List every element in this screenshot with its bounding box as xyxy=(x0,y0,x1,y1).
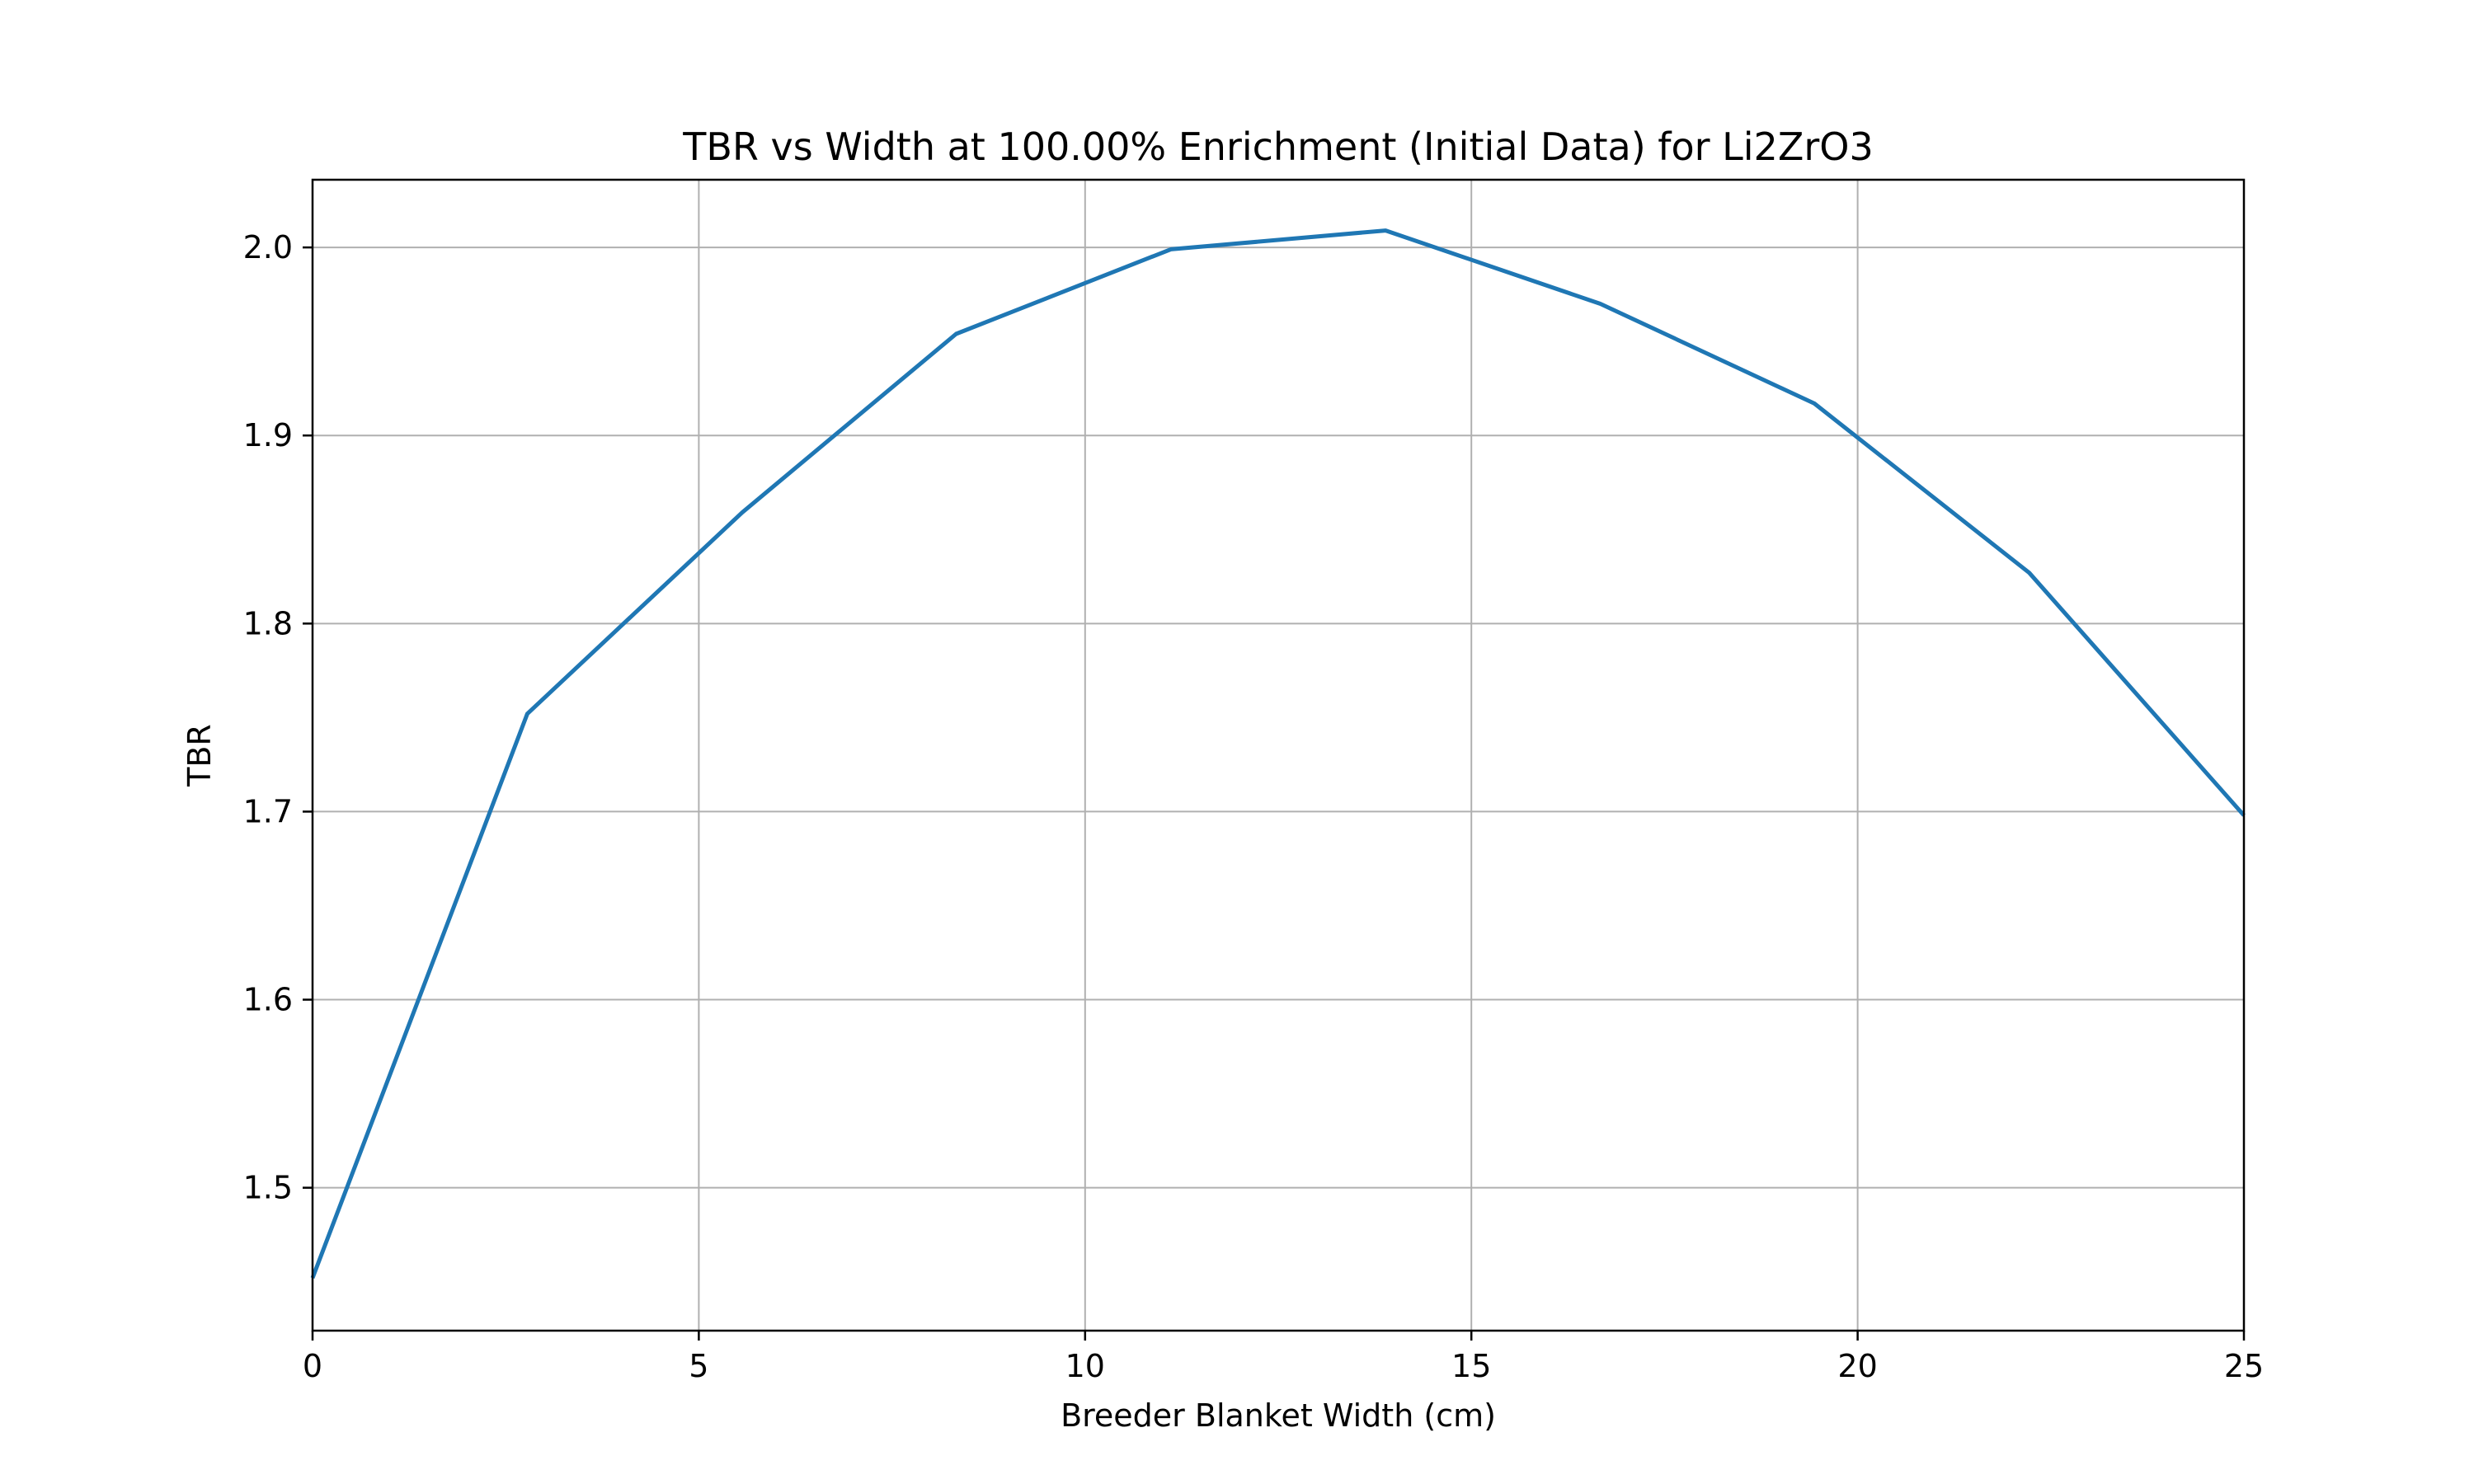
y-tick-label: 1.9 xyxy=(243,417,293,453)
x-tick-label: 0 xyxy=(303,1348,322,1384)
y-tick-label: 1.8 xyxy=(243,605,293,641)
y-axis-label: TBR xyxy=(181,724,218,787)
chart-title: TBR vs Width at 100.00% Enrichment (Init… xyxy=(682,124,1873,169)
y-tick-label: 1.7 xyxy=(243,793,293,829)
x-tick-label: 25 xyxy=(2224,1348,2264,1384)
x-tick-label: 20 xyxy=(1837,1348,1877,1384)
x-tick-label: 15 xyxy=(1451,1348,1491,1384)
x-axis-ticks: 0 5 10 15 20 25 xyxy=(303,1331,2264,1384)
x-axis-label: Breeder Blanket Width (cm) xyxy=(1061,1397,1496,1434)
y-tick-label: 1.5 xyxy=(243,1170,293,1206)
y-axis-ticks: 1.5 1.6 1.7 1.8 1.9 2.0 xyxy=(243,229,313,1206)
plot-frame xyxy=(311,178,2246,1332)
x-tick-label: 5 xyxy=(689,1348,708,1384)
y-tick-label: 2.0 xyxy=(243,229,293,265)
y-tick-label: 1.6 xyxy=(243,982,293,1018)
x-tick-label: 10 xyxy=(1065,1348,1105,1384)
series-line-0 xyxy=(310,228,2246,1279)
